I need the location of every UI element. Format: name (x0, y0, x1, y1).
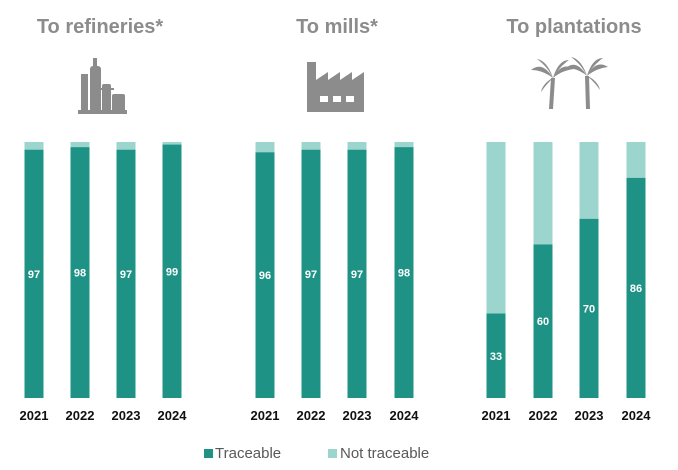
bar-value-label-refineries-2021: 97 (28, 269, 40, 281)
bar-not-traceable-refineries-2022 (70, 142, 90, 148)
bar-traceable-refineries-2022 (70, 147, 90, 398)
bar-value-label-mills-2023: 97 (351, 269, 363, 281)
x-tick-label-mills-2021: 2021 (251, 408, 280, 423)
bar-not-traceable-refineries-2023 (116, 142, 136, 150)
bar-not-traceable-mills-2021 (255, 142, 275, 153)
x-tick-label-plantations-2024: 2024 (622, 408, 652, 423)
x-tick-label-plantations-2021: 2021 (482, 408, 511, 423)
x-tick-label-refineries-2021: 2021 (20, 408, 49, 423)
bar-value-label-plantations-2021: 33 (490, 351, 502, 363)
x-tick-label-mills-2023: 2023 (343, 408, 372, 423)
bar-traceable-mills-2023 (347, 149, 367, 398)
bar-value-label-plantations-2022: 60 (537, 316, 549, 328)
x-tick-label-refineries-2023: 2023 (112, 408, 141, 423)
x-tick-label-plantations-2022: 2022 (529, 408, 558, 423)
x-tick-label-refineries-2022: 2022 (66, 408, 95, 423)
bar-not-traceable-plantations-2022 (533, 142, 553, 245)
panel-title-refineries: To refineries* (37, 16, 164, 38)
bar-traceable-mills-2022 (301, 149, 321, 398)
legend-swatch-not-traceable (328, 449, 337, 458)
bar-traceable-plantations-2024 (626, 177, 646, 398)
bar-value-label-mills-2021: 96 (259, 270, 271, 282)
x-tick-label-mills-2024: 2024 (390, 408, 420, 423)
legend-label-not-traceable: Not traceable (340, 445, 429, 462)
bar-value-label-refineries-2023: 97 (120, 269, 132, 281)
panel-title-plantations: To plantations (506, 16, 641, 38)
bar-not-traceable-mills-2023 (347, 142, 367, 150)
bar-not-traceable-plantations-2024 (626, 142, 646, 178)
bar-traceable-plantations-2023 (579, 218, 599, 398)
x-tick-label-plantations-2023: 2023 (575, 408, 604, 423)
bar-value-label-plantations-2023: 70 (583, 303, 595, 315)
bar-value-label-mills-2022: 97 (305, 269, 317, 281)
bar-traceable-refineries-2023 (116, 149, 136, 398)
legend-swatch-traceable (204, 449, 213, 458)
bar-traceable-plantations-2021 (486, 313, 506, 398)
bar-not-traceable-plantations-2021 (486, 142, 506, 314)
palm-trees-icon (531, 57, 608, 109)
bar-value-label-refineries-2024: 99 (166, 266, 178, 278)
x-tick-label-refineries-2024: 2024 (158, 408, 188, 423)
bar-value-label-mills-2024: 98 (398, 268, 410, 280)
bar-not-traceable-refineries-2024 (162, 142, 182, 145)
bar-not-traceable-plantations-2023 (579, 142, 599, 219)
bar-traceable-refineries-2021 (24, 149, 44, 398)
bar-traceable-mills-2021 (255, 152, 275, 398)
bar-not-traceable-mills-2024 (394, 142, 414, 148)
x-tick-label-mills-2022: 2022 (297, 408, 326, 423)
bars-layer: 97 2021 98 2022 97 2023 99 2024 96 2021 97 2022 97 20… (20, 142, 652, 423)
refinery-icon (78, 58, 127, 114)
bar-value-label-plantations-2024: 86 (630, 283, 642, 295)
factory-icon (307, 62, 364, 112)
bar-not-traceable-refineries-2021 (24, 142, 44, 150)
bar-not-traceable-mills-2022 (301, 142, 321, 150)
bar-traceable-plantations-2022 (533, 244, 553, 398)
panel-title-mills: To mills* (296, 16, 378, 38)
bar-value-label-refineries-2022: 98 (74, 268, 86, 280)
bar-traceable-refineries-2024 (162, 144, 182, 398)
legend-label-traceable: Traceable (215, 445, 281, 462)
legend: Traceable Not traceable (204, 445, 429, 462)
bar-traceable-mills-2024 (394, 147, 414, 398)
